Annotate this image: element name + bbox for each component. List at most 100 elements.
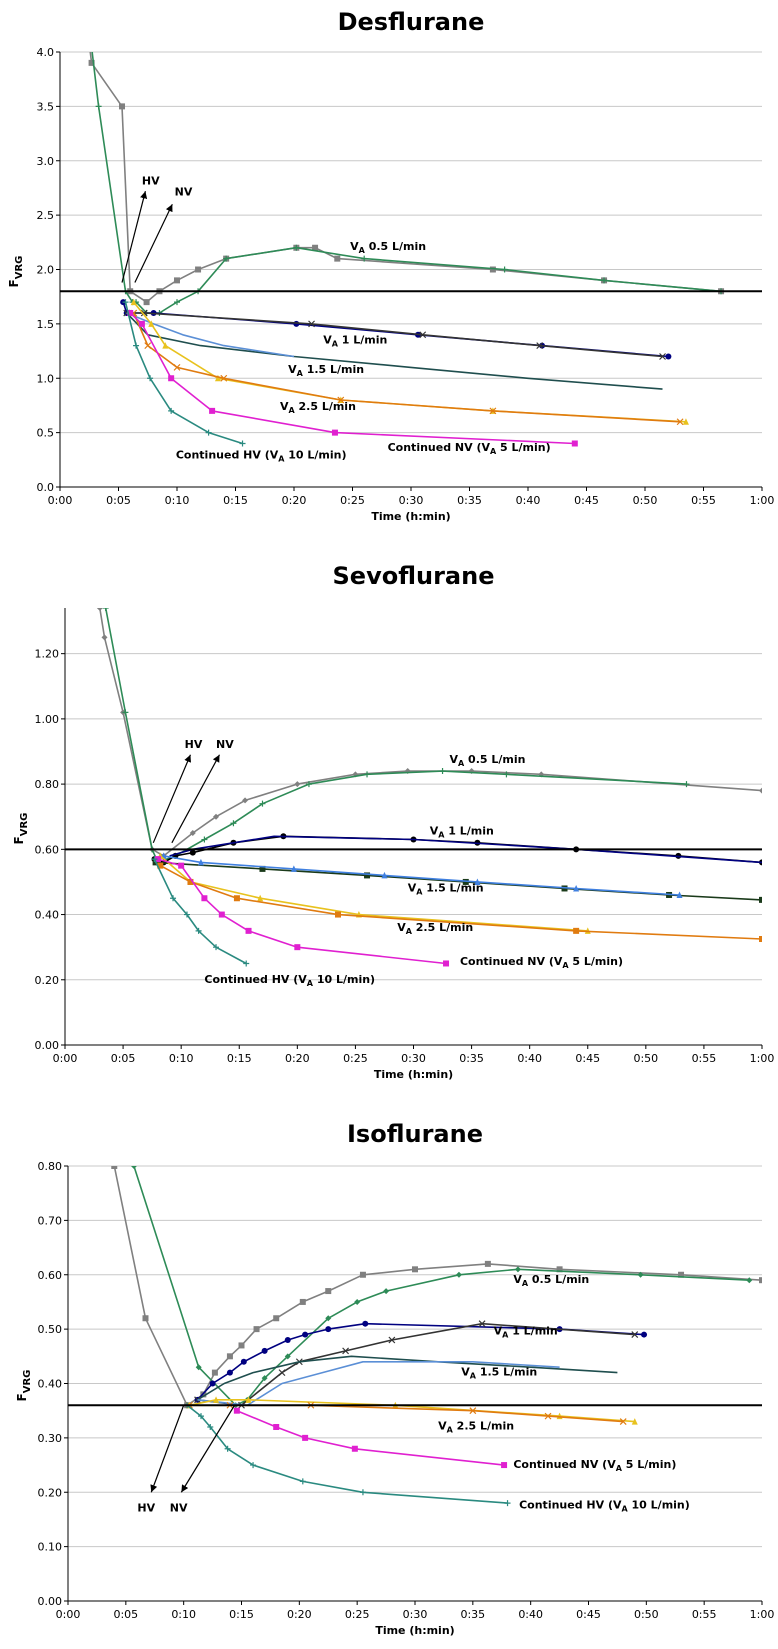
data-point bbox=[101, 634, 108, 641]
data-point bbox=[273, 1424, 280, 1430]
series-line-10 bbox=[186, 1404, 508, 1504]
data-point bbox=[209, 407, 216, 414]
x-tick-label: 0:10 bbox=[171, 1608, 196, 1621]
annotation-text: V bbox=[461, 1365, 470, 1378]
x-tick-label: 0:00 bbox=[53, 1052, 78, 1065]
data-point bbox=[233, 895, 240, 902]
data-point bbox=[601, 277, 608, 284]
annotation-text: V bbox=[450, 753, 459, 766]
annotation-label: NV bbox=[175, 186, 193, 199]
x-tick-label: 0:50 bbox=[634, 1608, 659, 1621]
x-tick-label: 0:50 bbox=[633, 494, 658, 507]
series-line-5 bbox=[126, 312, 663, 390]
x-tick-label: 0:55 bbox=[691, 494, 716, 507]
data-point bbox=[364, 771, 371, 778]
annotation-text: V bbox=[438, 1420, 447, 1433]
x-tick-label: 0:15 bbox=[227, 1052, 252, 1065]
data-point bbox=[242, 797, 249, 804]
data-point bbox=[243, 960, 250, 967]
annotation-label: VA 0.5 L/min bbox=[350, 240, 426, 255]
data-point bbox=[174, 277, 180, 284]
annotation-sub: A bbox=[622, 1505, 629, 1514]
data-point bbox=[201, 895, 208, 902]
annotation-sub: A bbox=[502, 1331, 509, 1340]
data-point bbox=[294, 781, 301, 788]
data-point bbox=[273, 1315, 280, 1322]
annotation-label: VA 1 L/min bbox=[430, 825, 494, 840]
data-point bbox=[325, 1315, 332, 1322]
data-point bbox=[359, 1271, 366, 1278]
data-point bbox=[250, 1462, 257, 1469]
annotation-label: VA 1.5 L/min bbox=[461, 1365, 537, 1380]
annotation-label: VA 1.5 L/min bbox=[288, 363, 364, 378]
annotation-arrow bbox=[152, 754, 192, 844]
x-tick-label: 0:05 bbox=[106, 494, 131, 507]
x-tick-label: 0:20 bbox=[287, 1608, 312, 1621]
data-point bbox=[213, 944, 220, 951]
x-tick-label: 0:30 bbox=[399, 494, 424, 507]
data-point bbox=[746, 1277, 753, 1284]
data-point bbox=[351, 1445, 358, 1452]
data-point bbox=[573, 927, 580, 934]
data-point bbox=[197, 858, 204, 866]
series-line-9 bbox=[157, 858, 447, 965]
annotation-text: V bbox=[397, 921, 406, 934]
data-point bbox=[211, 1369, 218, 1376]
data-point bbox=[173, 363, 181, 371]
annotation-sub: A bbox=[490, 447, 497, 456]
series-line-1 bbox=[113, 1166, 762, 1407]
y-tick-label: 3.0 bbox=[37, 155, 55, 168]
y-axis-label-main: F bbox=[12, 836, 26, 844]
annotation-label: VA 1.5 L/min bbox=[408, 882, 484, 897]
data-point bbox=[474, 878, 481, 885]
x-axis-label: Time (h:min) bbox=[375, 1624, 454, 1637]
series-line-4 bbox=[126, 312, 663, 358]
y-tick-label: 2.5 bbox=[37, 209, 55, 222]
data-point bbox=[419, 331, 427, 339]
data-point bbox=[95, 103, 102, 110]
annotation-arrow bbox=[180, 1404, 236, 1493]
data-point bbox=[143, 299, 150, 306]
x-tick-label: 0:10 bbox=[165, 494, 190, 507]
data-point bbox=[359, 1489, 366, 1496]
series-line-2 bbox=[91, 52, 722, 314]
data-point bbox=[220, 374, 228, 382]
data-point bbox=[102, 608, 109, 611]
data-point bbox=[759, 896, 762, 903]
annotation-text: Continued HV (V bbox=[519, 1499, 622, 1512]
annotation-text-2: 1 L/min bbox=[508, 1325, 557, 1338]
y-tick-label: 3.5 bbox=[37, 100, 55, 113]
series-line-2 bbox=[104, 608, 687, 864]
data-point bbox=[362, 1320, 369, 1327]
annotation-text-2: 1.5 L/min bbox=[422, 882, 483, 895]
data-point bbox=[157, 862, 164, 869]
annotation-label: Continued HV (VA 10 L/min) bbox=[204, 973, 375, 988]
data-point bbox=[111, 1166, 118, 1169]
data-point bbox=[383, 1288, 390, 1295]
data-point bbox=[354, 1298, 361, 1305]
data-point bbox=[213, 1396, 220, 1403]
data-point bbox=[325, 1326, 332, 1333]
y-tick-label: 1.00 bbox=[35, 713, 60, 726]
y-tick-label: 0.80 bbox=[35, 778, 60, 791]
x-tick-label: 1:00 bbox=[750, 1052, 775, 1065]
x-tick-label: 1:00 bbox=[750, 1608, 775, 1621]
data-point bbox=[218, 911, 225, 918]
y-axis-label-sub: VRG bbox=[19, 813, 30, 837]
x-tick-label: 0:20 bbox=[285, 1052, 310, 1065]
annotation-text: Continued HV (V bbox=[204, 973, 307, 986]
y-tick-label: 4.0 bbox=[37, 46, 55, 59]
data-point bbox=[503, 771, 510, 778]
data-point bbox=[361, 255, 368, 262]
x-tick-label: 0:30 bbox=[401, 1052, 426, 1065]
chart-panel-2: Sevoflurane 0.00 0.20 0.40 0.60 0.80 1.00 1.20 0… bbox=[12, 562, 774, 1081]
data-point bbox=[253, 1326, 260, 1333]
x-tick-label: 0:00 bbox=[48, 494, 73, 507]
data-point bbox=[223, 255, 230, 262]
annotation-text: HV bbox=[137, 1501, 155, 1514]
y-axis-label: FVRG bbox=[7, 256, 25, 288]
annotation-text-2: 10 L/min) bbox=[628, 1499, 690, 1512]
annotation-text: Continued HV (V bbox=[176, 449, 279, 462]
data-point bbox=[170, 895, 177, 902]
data-point bbox=[331, 429, 338, 436]
